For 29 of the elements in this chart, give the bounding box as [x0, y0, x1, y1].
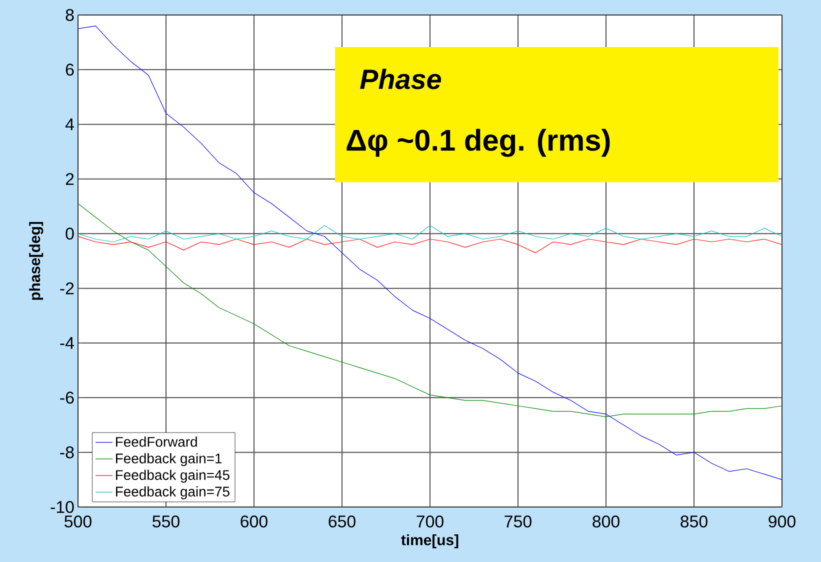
legend-label: Feedback gain=45 — [116, 470, 230, 483]
legend-label: Feedback gain=1 — [116, 453, 222, 466]
x-tick-label: 900 — [768, 516, 796, 528]
x-tick-label: 500 — [64, 516, 92, 528]
x-tick-label: 650 — [328, 516, 356, 528]
y-tick-label: -6 — [60, 392, 74, 404]
y-tick-label: 8 — [66, 8, 74, 21]
x-tick-label: 600 — [240, 516, 268, 528]
x-tick-label: 550 — [152, 516, 180, 528]
x-axis-title: time[us] — [401, 534, 458, 548]
x-tick-label: 700 — [416, 516, 444, 528]
line-series — [78, 225, 782, 242]
y-tick-label: -8 — [60, 446, 74, 458]
y-tick-label: 6 — [66, 64, 74, 76]
line-series — [78, 236, 782, 254]
legend-label: Feedback gain=75 — [116, 486, 230, 500]
x-tick-label: 800 — [592, 516, 620, 528]
x-tick-label: 850 — [680, 516, 708, 528]
annotation: Δφ ~0.1 deg. (rms) — [346, 128, 610, 157]
y-tick-label: -4 — [60, 337, 74, 349]
y-tick-label: -2 — [60, 282, 74, 294]
y-tick-label: 4 — [65, 118, 74, 130]
y-tick-label: 0 — [66, 228, 74, 240]
y-axis-title: phase[deg] — [29, 222, 44, 300]
y-tick-label: -10 — [50, 501, 74, 513]
x-tick-label: 750 — [504, 516, 532, 528]
annotation: Phase — [360, 68, 442, 90]
legend-label: FeedForward — [116, 436, 197, 447]
y-tick-label: 2 — [66, 173, 74, 185]
